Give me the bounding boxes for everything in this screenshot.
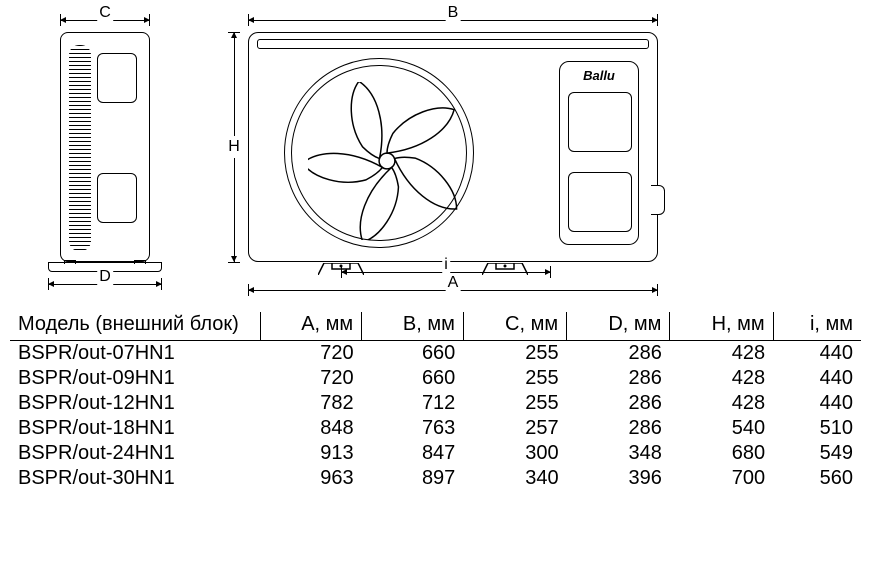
cell-value: 340 bbox=[463, 466, 566, 491]
dim-D: D bbox=[30, 274, 180, 296]
cell-value: 720 bbox=[260, 366, 362, 391]
dimension-figure: C D B bbox=[10, 10, 861, 312]
cell-value: 348 bbox=[567, 441, 670, 466]
table-row: BSPR/out-24HN1913847300348680549 bbox=[10, 441, 861, 466]
dim-A: A bbox=[248, 280, 658, 302]
side-view: C D bbox=[30, 10, 180, 296]
col-A: A, мм bbox=[260, 312, 362, 341]
front-view: B H bbox=[220, 10, 658, 302]
cell-value: 286 bbox=[567, 391, 670, 416]
cell-value: 913 bbox=[260, 441, 362, 466]
col-B: B, мм bbox=[362, 312, 464, 341]
cell-value: 847 bbox=[362, 441, 464, 466]
table-row: BSPR/out-07HN1720660255286428440 bbox=[10, 341, 861, 367]
cell-value: 549 bbox=[773, 441, 861, 466]
cell-value: 700 bbox=[670, 466, 773, 491]
table-row: BSPR/out-30HN1963897340396700560 bbox=[10, 466, 861, 491]
cell-model: BSPR/out-07HN1 bbox=[10, 341, 260, 367]
cell-value: 720 bbox=[260, 341, 362, 367]
cell-value: 286 bbox=[567, 416, 670, 441]
cell-value: 255 bbox=[463, 366, 566, 391]
cell-value: 848 bbox=[260, 416, 362, 441]
cell-value: 286 bbox=[567, 366, 670, 391]
cell-model: BSPR/out-09HN1 bbox=[10, 366, 260, 391]
cell-value: 763 bbox=[362, 416, 464, 441]
side-unit-drawing bbox=[30, 32, 180, 292]
cell-value: 257 bbox=[463, 416, 566, 441]
front-unit-drawing: Ballu bbox=[248, 32, 658, 302]
cell-value: 440 bbox=[773, 366, 861, 391]
col-model: Модель (внешний блок) bbox=[10, 312, 260, 341]
cell-value: 510 bbox=[773, 416, 861, 441]
cell-model: BSPR/out-12HN1 bbox=[10, 391, 260, 416]
dim-i-label: i bbox=[442, 256, 450, 274]
dim-C: C bbox=[30, 10, 180, 32]
cell-value: 255 bbox=[463, 341, 566, 367]
brand-logo: Ballu bbox=[560, 68, 638, 83]
cell-value: 428 bbox=[670, 341, 773, 367]
service-panel: Ballu bbox=[559, 61, 639, 245]
table-row: BSPR/out-12HN1782712255286428440 bbox=[10, 391, 861, 416]
cell-model: BSPR/out-18HN1 bbox=[10, 416, 260, 441]
dim-A-label: A bbox=[446, 274, 461, 292]
fan-icon bbox=[284, 58, 474, 248]
col-D: D, мм bbox=[567, 312, 670, 341]
col-H: H, мм bbox=[670, 312, 773, 341]
cell-value: 963 bbox=[260, 466, 362, 491]
cell-value: 540 bbox=[670, 416, 773, 441]
cell-value: 300 bbox=[463, 441, 566, 466]
dim-B: B bbox=[220, 10, 658, 32]
col-i: i, мм bbox=[773, 312, 861, 341]
col-C: C, мм bbox=[463, 312, 566, 341]
table-header-row: Модель (внешний блок) A, мм B, мм C, мм … bbox=[10, 312, 861, 341]
cell-model: BSPR/out-30HN1 bbox=[10, 466, 260, 491]
cell-value: 428 bbox=[670, 366, 773, 391]
dim-H-label: H bbox=[228, 136, 240, 158]
cell-value: 897 bbox=[362, 466, 464, 491]
cell-value: 440 bbox=[773, 341, 861, 367]
cell-value: 560 bbox=[773, 466, 861, 491]
cell-value: 660 bbox=[362, 341, 464, 367]
cell-value: 286 bbox=[567, 341, 670, 367]
cell-value: 440 bbox=[773, 391, 861, 416]
cell-value: 680 bbox=[670, 441, 773, 466]
table-row: BSPR/out-18HN1848763257286540510 bbox=[10, 416, 861, 441]
dim-C-label: C bbox=[97, 4, 113, 22]
cell-value: 712 bbox=[362, 391, 464, 416]
dimensions-table: Модель (внешний блок) A, мм B, мм C, мм … bbox=[10, 312, 861, 491]
dim-H: H bbox=[220, 32, 248, 302]
table-row: BSPR/out-09HN1720660255286428440 bbox=[10, 366, 861, 391]
cell-value: 428 bbox=[670, 391, 773, 416]
cell-value: 782 bbox=[260, 391, 362, 416]
cell-value: 255 bbox=[463, 391, 566, 416]
cell-value: 396 bbox=[567, 466, 670, 491]
cell-model: BSPR/out-24HN1 bbox=[10, 441, 260, 466]
dim-D-label: D bbox=[97, 268, 113, 286]
dim-B-label: B bbox=[446, 4, 461, 22]
cell-value: 660 bbox=[362, 366, 464, 391]
